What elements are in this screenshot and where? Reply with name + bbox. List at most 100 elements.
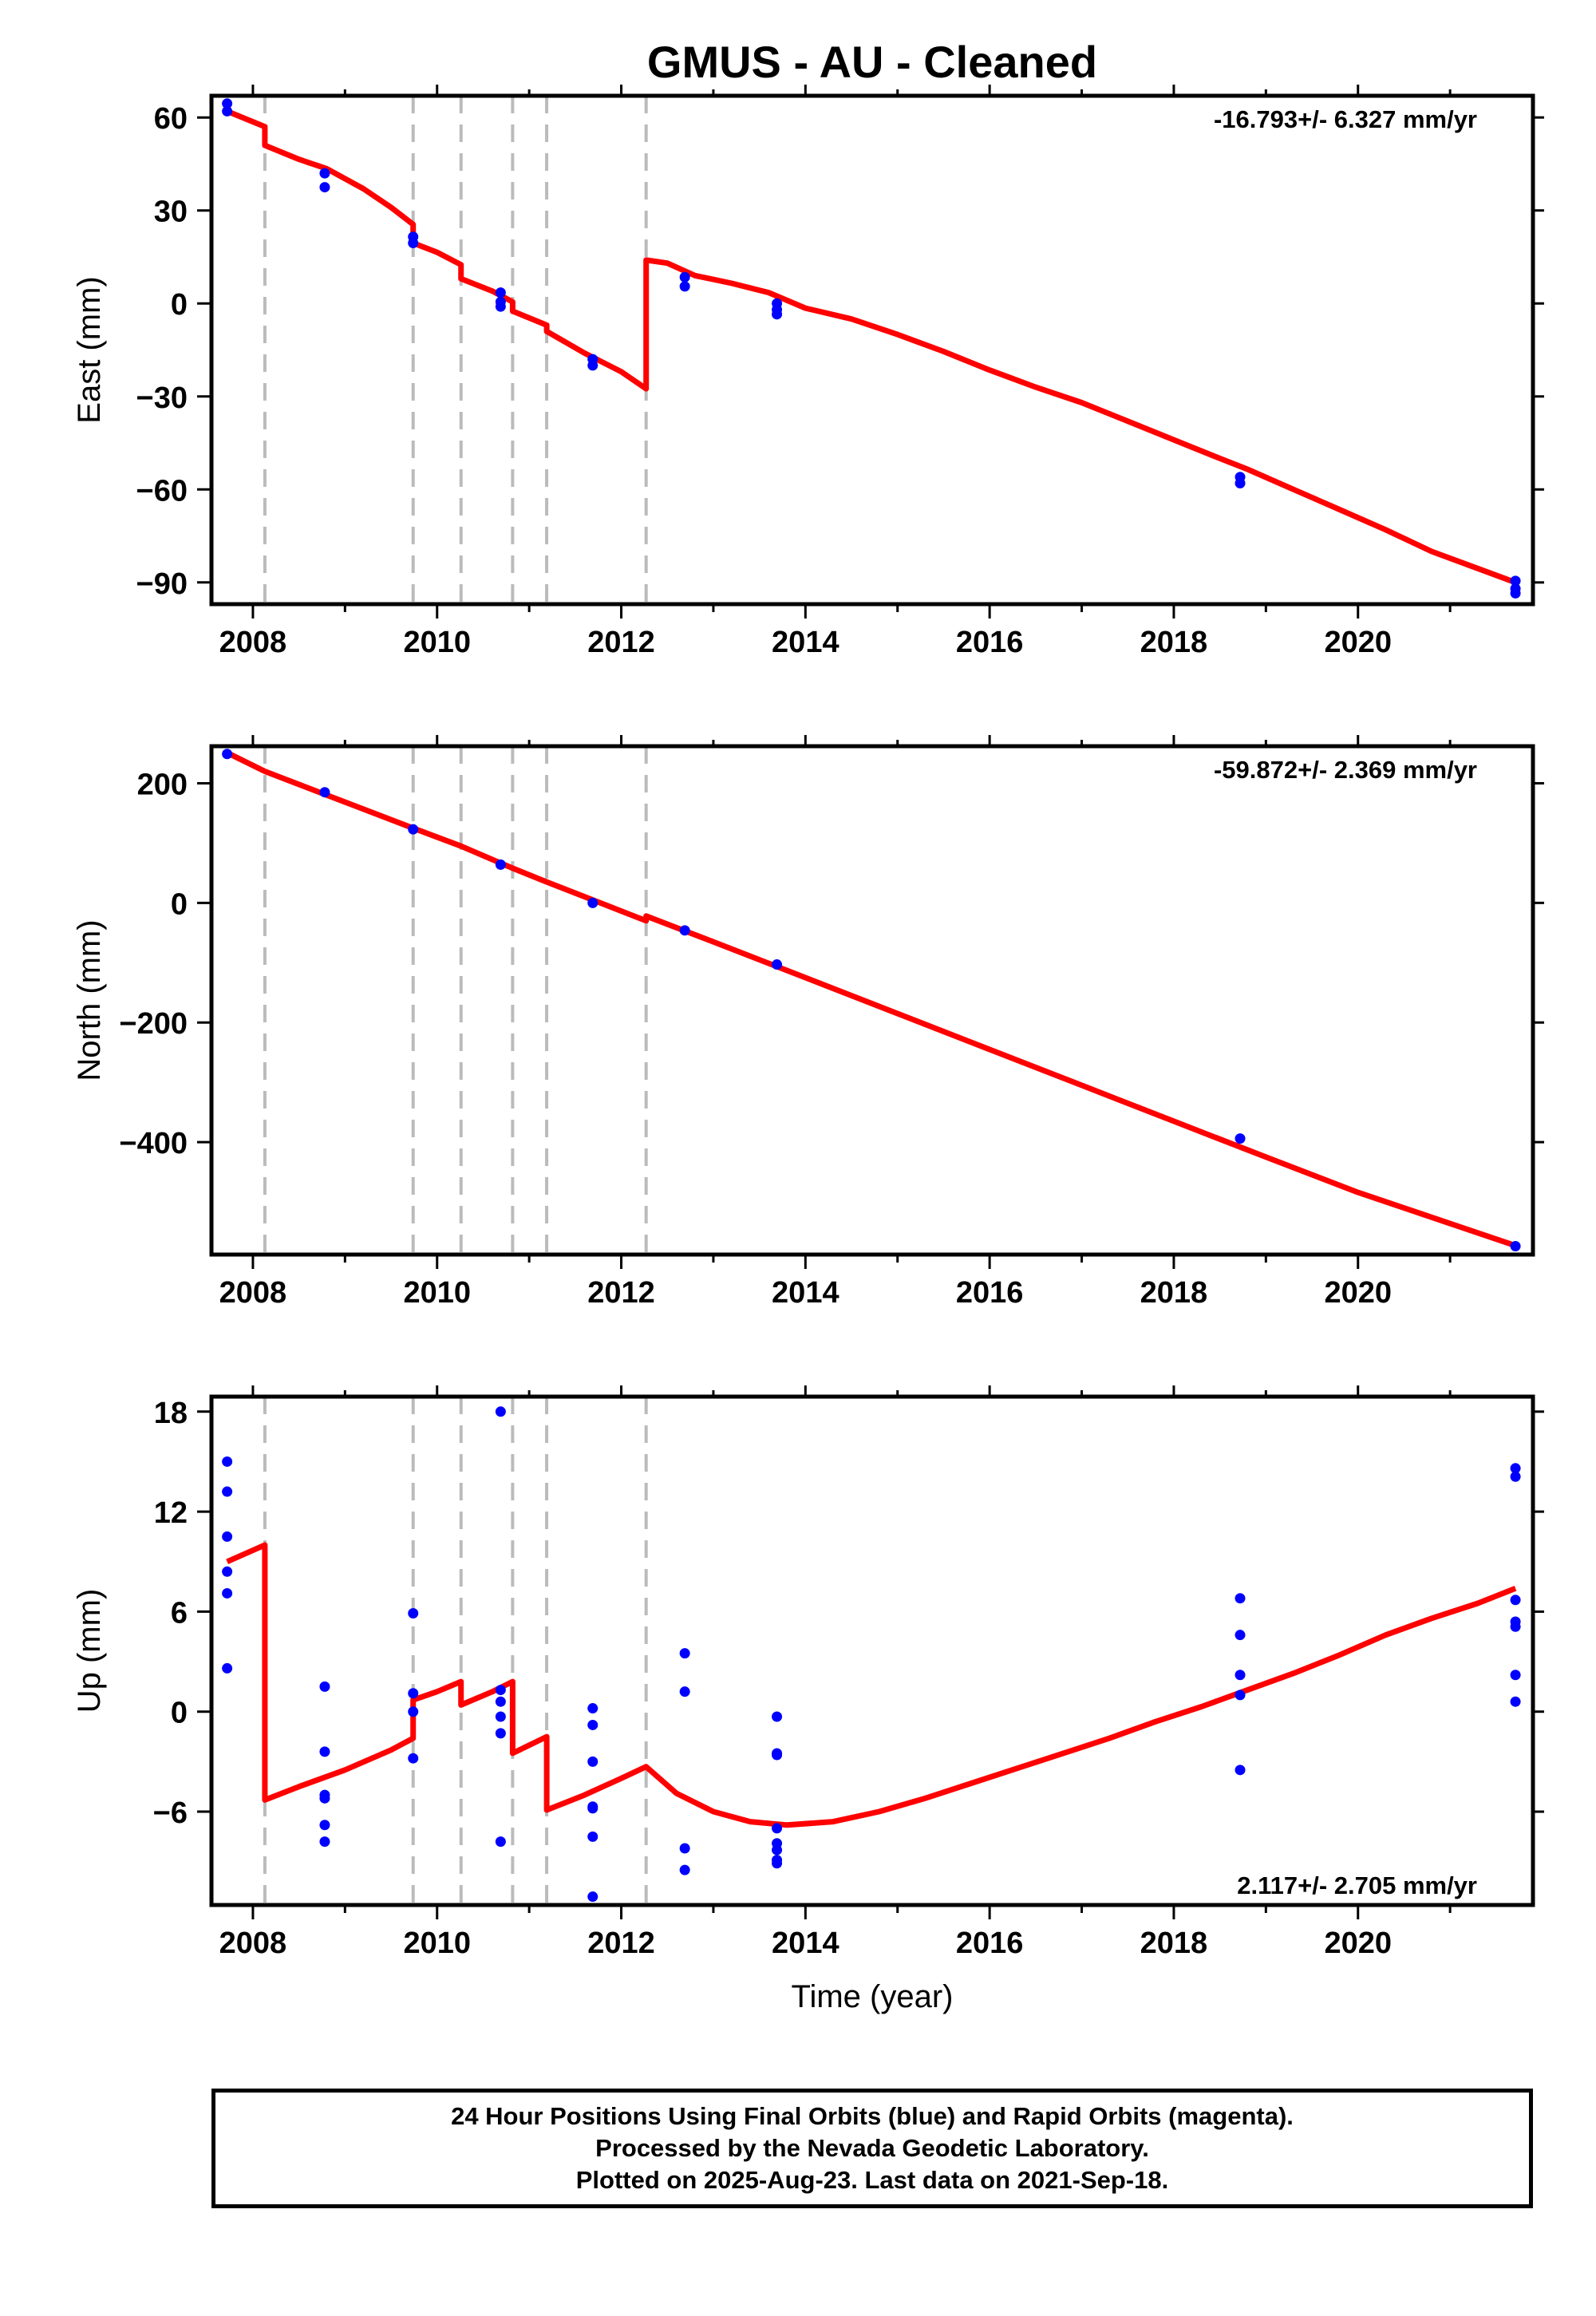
up-x-tick-label: 2014 xyxy=(772,1927,839,1960)
up-data-point xyxy=(1510,1463,1521,1474)
north-data-point xyxy=(408,824,419,835)
up-y-tick-label: 18 xyxy=(154,1397,188,1430)
east-data-point xyxy=(1235,478,1246,489)
east-x-tick-label: 2008 xyxy=(219,626,287,659)
east-y-axis-label: East (mm) xyxy=(72,276,107,423)
up-data-point xyxy=(1510,1696,1521,1707)
east-x-tick-label: 2018 xyxy=(1140,626,1208,659)
up-data-point xyxy=(587,1891,598,1903)
up-data-point xyxy=(1235,1765,1246,1776)
footer-line-3: Plotted on 2025-Aug-23. Last data on 202… xyxy=(575,2166,1169,2194)
up-data-point xyxy=(1510,1471,1521,1482)
up-data-point xyxy=(772,1823,783,1834)
east-data-point xyxy=(319,182,330,193)
up-data-point xyxy=(408,1688,419,1699)
up-data-point xyxy=(495,1696,506,1707)
north-y-tick-label: 0 xyxy=(171,887,188,921)
up-data-point xyxy=(222,1662,233,1674)
up-data-point xyxy=(319,1836,330,1848)
up-data-point xyxy=(587,1831,598,1842)
up-data-point xyxy=(772,1858,783,1869)
up-y-tick-label: 12 xyxy=(154,1496,188,1530)
east-data-point xyxy=(495,301,506,312)
up-y-tick-label: 6 xyxy=(171,1596,188,1630)
east-data-point xyxy=(679,281,690,292)
north-data-point xyxy=(222,749,233,760)
up-data-point xyxy=(408,1753,419,1764)
north-data-point xyxy=(1510,1241,1521,1252)
up-data-point xyxy=(222,1456,233,1467)
north-data-point xyxy=(772,959,783,970)
north-data-point xyxy=(587,897,598,908)
up-data-point xyxy=(319,1792,330,1804)
east-data-point xyxy=(679,271,690,283)
up-fit-line xyxy=(226,1542,1517,1828)
up-data-point xyxy=(495,1728,506,1739)
north-y-tick-label: −200 xyxy=(119,1007,188,1041)
north-x-tick-label: 2008 xyxy=(219,1276,287,1310)
up-panel: 2008 2010 2012 2014 2016 2018 2020 18 12 6 0 −6 Up (… xyxy=(72,1385,1544,1960)
up-data-point xyxy=(1235,1670,1246,1681)
up-data-point xyxy=(408,1608,419,1619)
up-data-point xyxy=(495,1711,506,1722)
north-y-axis-label: North (mm) xyxy=(72,919,107,1081)
east-rate-annotation: -16.793+/- 6.327 mm/yr xyxy=(1214,105,1477,133)
up-x-tick-label: 2010 xyxy=(403,1927,471,1960)
east-data-point xyxy=(772,309,783,320)
up-data-point xyxy=(495,1685,506,1696)
up-data-point xyxy=(1235,1593,1246,1604)
up-x-tick-label: 2018 xyxy=(1140,1927,1208,1960)
up-data-point xyxy=(772,1844,783,1856)
east-x-tick-label: 2012 xyxy=(587,626,655,659)
north-x-tick-label: 2020 xyxy=(1324,1276,1392,1310)
east-data-point xyxy=(1510,587,1521,599)
north-data-point xyxy=(1235,1133,1246,1144)
footer-line-2: Processed by the Nevada Geodetic Laborat… xyxy=(595,2134,1149,2162)
up-data-point xyxy=(1235,1630,1246,1641)
north-x-tick-label: 2016 xyxy=(956,1276,1024,1310)
north-panel: 2008 2010 2012 2014 2016 2018 2020 200 0 −200 −400… xyxy=(72,735,1544,1310)
up-data-point xyxy=(1235,1690,1246,1701)
up-rate-annotation: 2.117+/- 2.705 mm/yr xyxy=(1237,1871,1477,1899)
north-y-tick-label: 200 xyxy=(137,768,188,801)
up-x-tick-label: 2012 xyxy=(587,1927,655,1960)
up-data-point xyxy=(319,1746,330,1757)
east-data-point xyxy=(1510,575,1521,587)
chart-title: GMUS - AU - Cleaned xyxy=(647,37,1097,87)
up-data-point xyxy=(587,1703,598,1714)
up-data-point xyxy=(1510,1595,1521,1606)
north-y-tick-label: −400 xyxy=(119,1127,188,1160)
east-data-point xyxy=(408,237,419,248)
up-data-point xyxy=(1510,1621,1521,1632)
east-y-tick-label: 60 xyxy=(154,102,188,136)
up-data-point xyxy=(1510,1670,1521,1681)
east-x-tick-label: 2020 xyxy=(1324,626,1392,659)
up-data-point xyxy=(222,1587,233,1599)
north-x-tick-label: 2018 xyxy=(1140,1276,1208,1310)
east-x-tick-label: 2014 xyxy=(772,626,839,659)
up-data-point xyxy=(679,1648,690,1659)
up-data-point xyxy=(319,1820,330,1831)
east-x-tick-label: 2016 xyxy=(956,626,1024,659)
north-fit-line xyxy=(226,750,1517,1249)
up-data-point xyxy=(587,1719,598,1730)
up-plot-frame xyxy=(209,1394,1535,1907)
east-panel: 2008 2010 2012 2014 2016 2018 2020 60 30 0 −30 −60 −… xyxy=(72,85,1544,659)
east-plot-frame xyxy=(209,93,1535,607)
up-data-point xyxy=(772,1749,783,1761)
north-rate-annotation: -59.872+/- 2.369 mm/yr xyxy=(1214,756,1477,784)
east-y-tick-label: −30 xyxy=(136,381,188,415)
east-data-point xyxy=(222,98,233,109)
east-y-tick-label: 30 xyxy=(154,196,188,229)
east-fit-line xyxy=(226,109,1517,586)
east-y-tick-label: −60 xyxy=(136,474,188,508)
up-data-point xyxy=(495,1836,506,1848)
east-x-tick-label: 2010 xyxy=(403,626,471,659)
east-data-point xyxy=(222,105,233,117)
up-data-point xyxy=(495,1406,506,1417)
north-data-point xyxy=(319,787,330,798)
north-data-point xyxy=(679,925,690,936)
footer-box: 24 Hour Positions Using Final Orbits (bl… xyxy=(211,2089,1533,2208)
up-data-point xyxy=(679,1843,690,1854)
up-data-point xyxy=(679,1686,690,1697)
